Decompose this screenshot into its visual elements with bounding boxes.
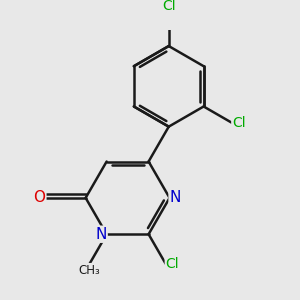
Text: Cl: Cl <box>232 116 246 130</box>
Text: Cl: Cl <box>166 257 179 271</box>
Text: N: N <box>169 190 181 206</box>
Text: CH₃: CH₃ <box>79 264 101 277</box>
Text: Cl: Cl <box>162 0 175 13</box>
Text: N: N <box>95 227 106 242</box>
Text: O: O <box>33 190 45 206</box>
